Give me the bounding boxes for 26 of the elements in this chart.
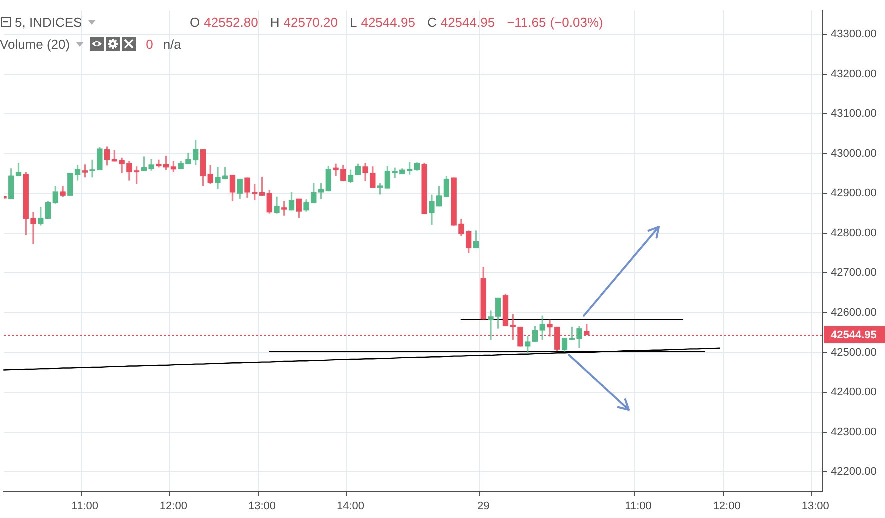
- y-tick-label: 42600.00: [831, 307, 877, 319]
- annotation: Volume (20): [0, 36, 70, 52]
- annotation: n/a: [163, 36, 182, 52]
- x-tick-label: 11:00: [625, 500, 652, 513]
- y-tick-label: 42800.00: [831, 227, 877, 240]
- x-tick-label: 29: [477, 500, 490, 513]
- x-tick-label: 13:00: [802, 500, 830, 513]
- ref-line-label: 42544.95: [831, 329, 877, 342]
- x-tick-label: 14:00: [337, 500, 365, 513]
- chart-title: 5, INDICES: [15, 14, 82, 30]
- y-tick-label: 42700.00: [831, 267, 877, 280]
- x-tick-label: 12:00: [160, 500, 188, 513]
- x-tick-label: 13:00: [248, 500, 276, 513]
- x-tick-label: 11:00: [72, 500, 99, 513]
- y-tick-label: 42900.00: [831, 188, 877, 200]
- y-tick-label: 42500.00: [831, 346, 877, 359]
- y-tick-label: 43300.00: [831, 28, 877, 40]
- text: O 42552.80 H 42570.20 L 42544.95 C 42544.95 −11.65 (−0.03%): [190, 14, 604, 30]
- y-tick-label: 42400.00: [831, 386, 877, 399]
- y-tick-label: 43200.00: [831, 68, 877, 80]
- y-tick-label: 42300.00: [831, 426, 877, 438]
- x-tick-label: 12:00: [713, 500, 741, 513]
- y-tick-label: 42200.00: [831, 466, 877, 478]
- y-tick-label: 43000.00: [831, 148, 877, 160]
- annotation: 0: [146, 36, 154, 52]
- y-tick-label: 43100.00: [831, 108, 877, 120]
